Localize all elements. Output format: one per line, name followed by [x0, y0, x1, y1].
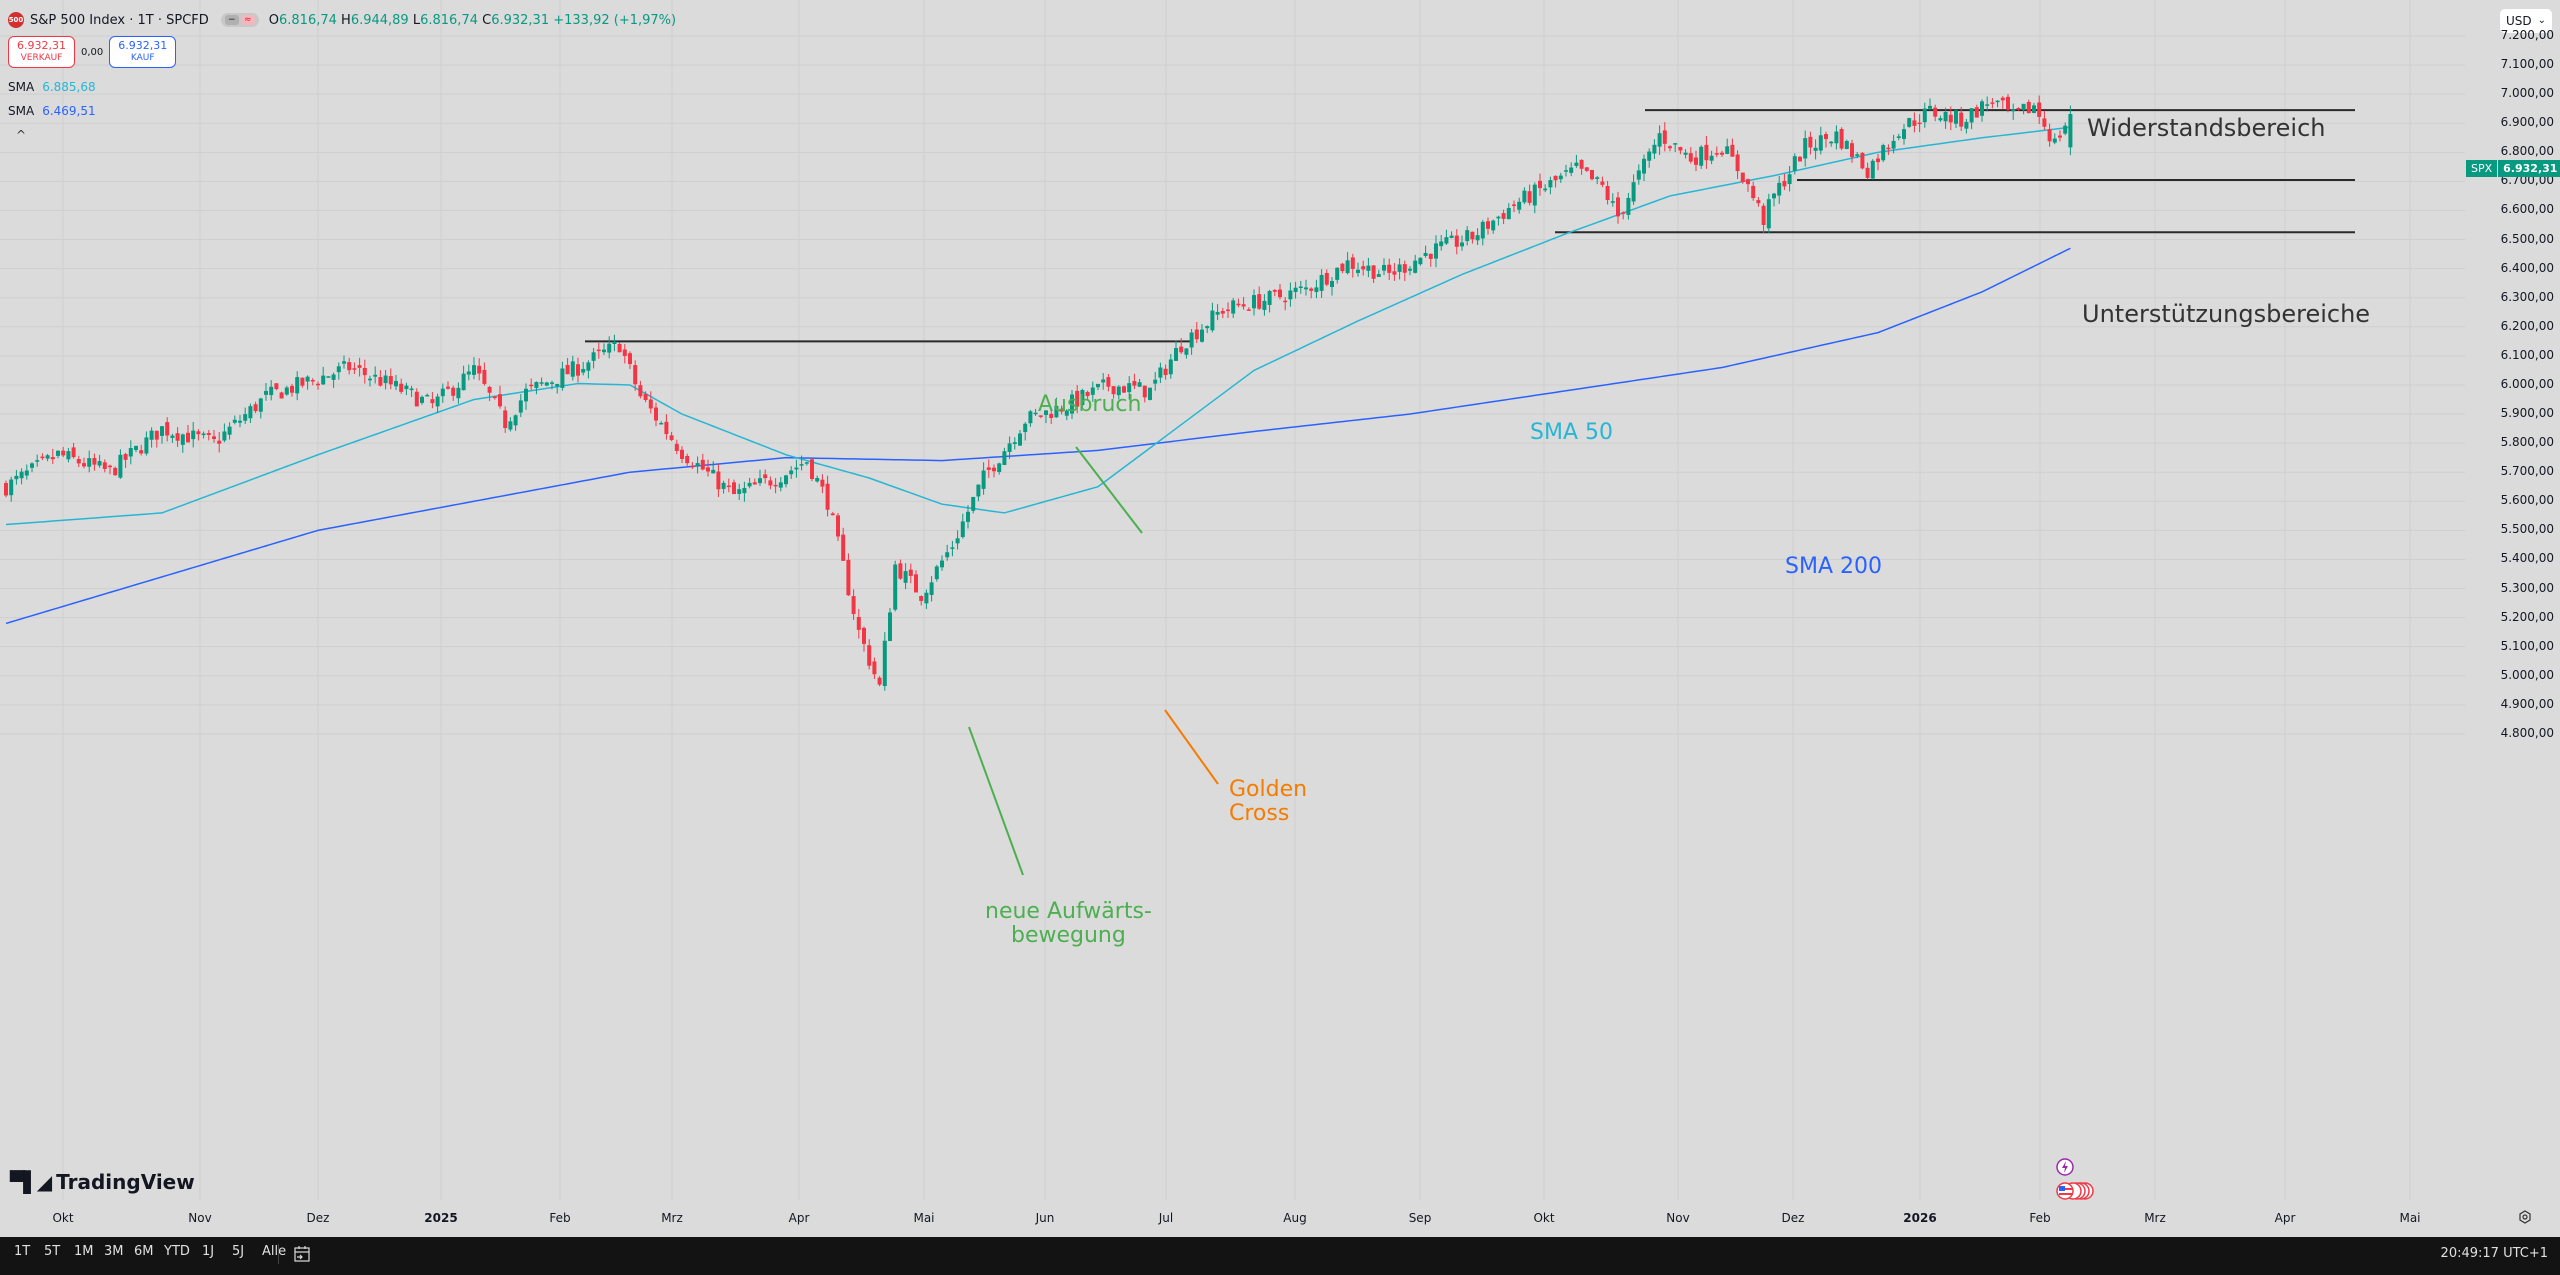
- range-button-alle[interactable]: Alle: [262, 1244, 287, 1259]
- time-axis-label: 2025: [424, 1211, 458, 1225]
- price-axis-label: 6.300,00: [2500, 289, 2554, 304]
- price-axis-label: 7.100,00: [2500, 57, 2554, 72]
- sell-button[interactable]: 6.932,31 VERKAUF: [8, 36, 75, 68]
- price-axis-label: 5.700,00: [2500, 464, 2554, 479]
- time-axis-label: Feb: [2029, 1211, 2051, 1225]
- price-chart[interactable]: [0, 0, 2560, 1237]
- time-axis-label: Feb: [549, 1211, 571, 1225]
- buy-button[interactable]: 6.932,31 KAUF: [109, 36, 177, 68]
- price-axis-label: 6.100,00: [2500, 347, 2554, 362]
- market-status-pill[interactable]: − ≈: [220, 13, 259, 27]
- time-axis-label: Nov: [188, 1211, 212, 1225]
- settings-gear-icon[interactable]: [2518, 1210, 2532, 1224]
- currency-select[interactable]: USD ⌄: [2500, 9, 2552, 33]
- toolbar-divider: [278, 1244, 279, 1264]
- price-axis-label: 6.900,00: [2500, 115, 2554, 130]
- time-axis-label: Jun: [1035, 1211, 1055, 1225]
- time-axis-label: Dez: [1781, 1211, 1805, 1225]
- chart-legend: 500 S&P 500 Index · 1T · SPCFD − ≈ O6.816…: [8, 12, 676, 28]
- price-axis-label: 6.200,00: [2500, 318, 2554, 333]
- range-button-3m[interactable]: 3M: [104, 1244, 124, 1259]
- range-button-ytd[interactable]: YTD: [164, 1244, 190, 1259]
- sma50-legend[interactable]: SMA 6.885,68: [8, 80, 96, 94]
- annotation-support[interactable]: Unterstützungsbereiche: [2082, 300, 2371, 328]
- grid-lines: [0, 0, 2465, 1200]
- ohlc-values: O6.816,74 H6.944,89 L6.816,74 C6.932,31 …: [268, 12, 677, 28]
- price-axis-label: 5.100,00: [2500, 638, 2554, 653]
- price-axis-label: 6.400,00: [2500, 260, 2554, 275]
- go-to-date-calendar-icon[interactable]: [292, 1244, 312, 1264]
- range-button-6m[interactable]: 6M: [134, 1244, 154, 1259]
- price-axis-label: 7.200,00: [2500, 28, 2554, 42]
- time-axis-label: Mai: [913, 1211, 935, 1225]
- price-axis-label: 7.000,00: [2500, 86, 2554, 101]
- approx-icon: ≈: [240, 15, 255, 25]
- us-flag-event-icon: [2056, 1182, 2094, 1200]
- annotation-breakout[interactable]: Ausbruch: [1038, 392, 1142, 417]
- bottom-toolbar: [0, 1237, 2560, 1275]
- chevron-down-icon: ⌄: [2537, 15, 2546, 26]
- price-axis-label: 6.800,00: [2500, 144, 2554, 159]
- price-axis-label: 6.600,00: [2500, 202, 2554, 217]
- time-axis-label: Mrz: [2144, 1211, 2166, 1225]
- price-axis-label: 4.800,00: [2500, 725, 2554, 740]
- candlesticks: [4, 94, 2073, 691]
- range-button-1m[interactable]: 1M: [74, 1244, 94, 1259]
- time-axis-label: Aug: [1283, 1211, 1307, 1225]
- collapse-legend-chevron-up-icon[interactable]: ^: [16, 128, 27, 142]
- sma50-line: [5, 126, 2071, 526]
- sma200-legend[interactable]: SMA 6.469,51: [8, 104, 96, 118]
- lightning-event-icon: [2056, 1158, 2074, 1176]
- price-axis-label: 5.800,00: [2500, 435, 2554, 450]
- range-button-1t[interactable]: 1T: [14, 1244, 31, 1259]
- price-axis-label: 5.200,00: [2500, 609, 2554, 624]
- sma200-line: [5, 247, 2071, 625]
- trade-panel: 6.932,31 VERKAUF 0,00 6.932,31 KAUF: [8, 36, 177, 68]
- range-button-1j[interactable]: 1J: [202, 1244, 215, 1259]
- price-axis-label: 5.000,00: [2500, 667, 2554, 682]
- time-axis-label: Okt: [1533, 1211, 1555, 1225]
- last-price-tag: SPX 6.932,31: [2466, 160, 2560, 177]
- horizontal-levels[interactable]: [585, 109, 2355, 343]
- change-value: +133,92 (+1,97%): [553, 12, 677, 28]
- clock-timezone[interactable]: 20:49:17 UTC+1: [2440, 1246, 2548, 1261]
- time-axis-label: Okt: [52, 1211, 74, 1225]
- time-axis-label: Jul: [1158, 1211, 1174, 1225]
- tradingview-mark-icon: ▀▌◢: [10, 1170, 52, 1194]
- range-button-5j[interactable]: 5J: [232, 1244, 245, 1259]
- price-axis-label: 5.900,00: [2500, 406, 2554, 421]
- symbol-title[interactable]: S&P 500 Index · 1T · SPCFD: [30, 12, 209, 28]
- sp500-logo-icon: 500: [8, 12, 24, 28]
- minus-icon: −: [224, 15, 239, 25]
- annotation-resistance[interactable]: Widerstandsbereich: [2087, 114, 2326, 142]
- annotation-new-uptrend[interactable]: neue Aufwärts-bewegung: [985, 899, 1152, 948]
- price-axis-label: 5.400,00: [2500, 551, 2554, 566]
- time-axis-label: Mai: [2399, 1211, 2421, 1225]
- annotation-sma200[interactable]: SMA 200: [1785, 554, 1882, 579]
- annotation-arrows: [968, 446, 1219, 876]
- spread-value: 0,00: [80, 46, 104, 58]
- time-axis-label: Nov: [1666, 1211, 1690, 1225]
- time-axis-label: 2026: [1903, 1211, 1937, 1225]
- price-axis-label: 6.500,00: [2500, 231, 2554, 246]
- time-axis-label: Apr: [2274, 1211, 2296, 1225]
- time-axis-label: Dez: [306, 1211, 330, 1225]
- price-axis-label: 4.900,00: [2500, 696, 2554, 711]
- event-markers[interactable]: [2055, 1158, 2105, 1207]
- price-axis-label: 5.300,00: [2500, 580, 2554, 595]
- price-axis-label: 5.500,00: [2500, 522, 2554, 537]
- time-axis-label: Mrz: [661, 1211, 683, 1225]
- annotation-sma50[interactable]: SMA 50: [1530, 420, 1613, 445]
- time-axis-label: Sep: [1408, 1211, 1432, 1225]
- price-axis-label: 6.000,00: [2500, 376, 2554, 391]
- tradingview-logo[interactable]: ▀▌◢ TradingView: [10, 1170, 195, 1194]
- time-axis-label: Apr: [788, 1211, 810, 1225]
- range-button-5t[interactable]: 5T: [44, 1244, 61, 1259]
- annotation-golden-cross[interactable]: Golden Cross: [1229, 777, 1308, 826]
- price-axis-label: 5.600,00: [2500, 493, 2554, 508]
